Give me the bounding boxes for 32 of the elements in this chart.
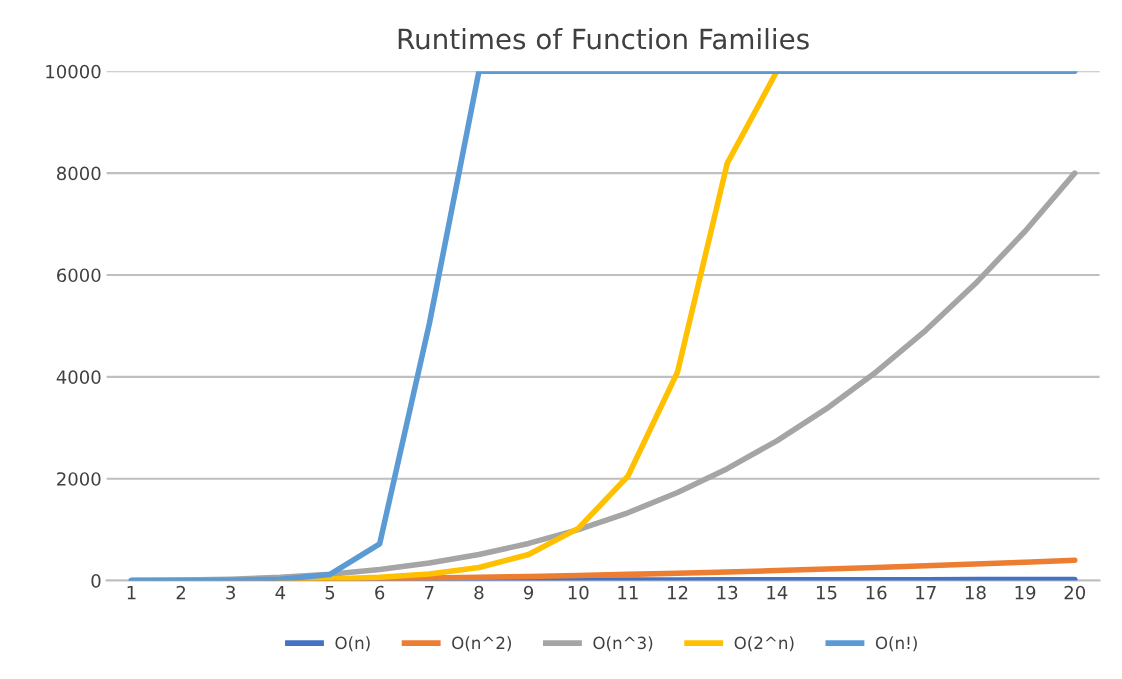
y-tick-label: 10000 [46,64,101,79]
legend-label: O(2^n) [734,636,794,652]
y-tick-label: 6000 [57,268,101,283]
x-tick-label: 9 [524,585,534,600]
x-tick-label: 6 [375,585,385,600]
x-tick-label: 11 [618,585,638,600]
x-tick-label: 20 [1064,585,1086,600]
y-tick-label: 2000 [57,472,101,486]
x-tick-label: 8 [474,585,484,600]
x-tick-label: 18 [965,585,986,600]
x-tick-label: 4 [275,585,286,600]
x-tick-label: 13 [717,585,738,600]
x-tick-label: 5 [325,585,335,600]
x-tick-label: 10 [568,585,589,600]
x-tick-label: 19 [1015,585,1036,600]
legend-label: O(n^3) [593,636,653,652]
x-tick-label: 7 [425,585,434,600]
x-tick-label: 3 [226,585,236,600]
x-tick-label: 17 [916,585,936,600]
legend-label: O(n) [335,636,370,652]
x-tick-label: 14 [767,585,788,600]
x-tick-label: 1 [127,585,136,600]
legend-label: O(n!) [875,636,917,652]
x-tick-label: 15 [816,585,837,600]
y-tick-label: 8000 [57,166,101,181]
legend-label: O(n^2) [452,636,511,652]
x-tick-label: 12 [668,585,688,600]
x-tick-label: 2 [176,585,185,600]
y-tick-label: 0 [91,574,101,588]
chart-title: Runtimes of Function Families [398,27,809,50]
x-tick-label: 16 [866,585,887,600]
y-tick-label: 4000 [56,370,101,384]
